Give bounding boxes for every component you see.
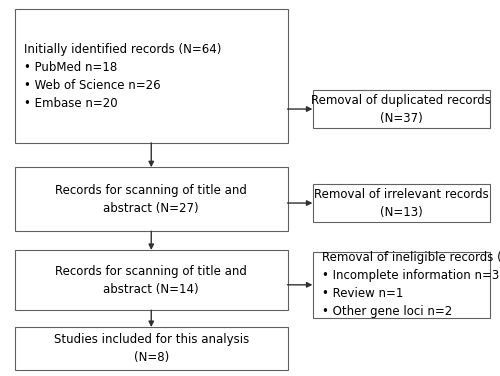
FancyBboxPatch shape: [15, 9, 287, 143]
FancyBboxPatch shape: [15, 327, 287, 370]
Text: Removal of duplicated records
(N=37): Removal of duplicated records (N=37): [312, 94, 491, 124]
Text: Initially identified records (N=64)
• PubMed n=18
• Web of Science n=26
• Embase: Initially identified records (N=64) • Pu…: [24, 42, 222, 110]
FancyBboxPatch shape: [15, 167, 287, 231]
Text: Records for scanning of title and
abstract (N=27): Records for scanning of title and abstra…: [56, 184, 247, 215]
Text: Removal of ineligible records (N=6)
• Incomplete information n=3
• Review n=1
• : Removal of ineligible records (N=6) • In…: [322, 251, 500, 318]
Text: Studies included for this analysis
(N=8): Studies included for this analysis (N=8): [54, 333, 249, 364]
FancyBboxPatch shape: [15, 250, 287, 310]
Text: Records for scanning of title and
abstract (N=14): Records for scanning of title and abstra…: [56, 265, 247, 296]
FancyBboxPatch shape: [312, 252, 490, 318]
FancyBboxPatch shape: [312, 90, 490, 128]
FancyBboxPatch shape: [312, 184, 490, 222]
Text: Removal of irrelevant records
(N=13): Removal of irrelevant records (N=13): [314, 188, 488, 218]
